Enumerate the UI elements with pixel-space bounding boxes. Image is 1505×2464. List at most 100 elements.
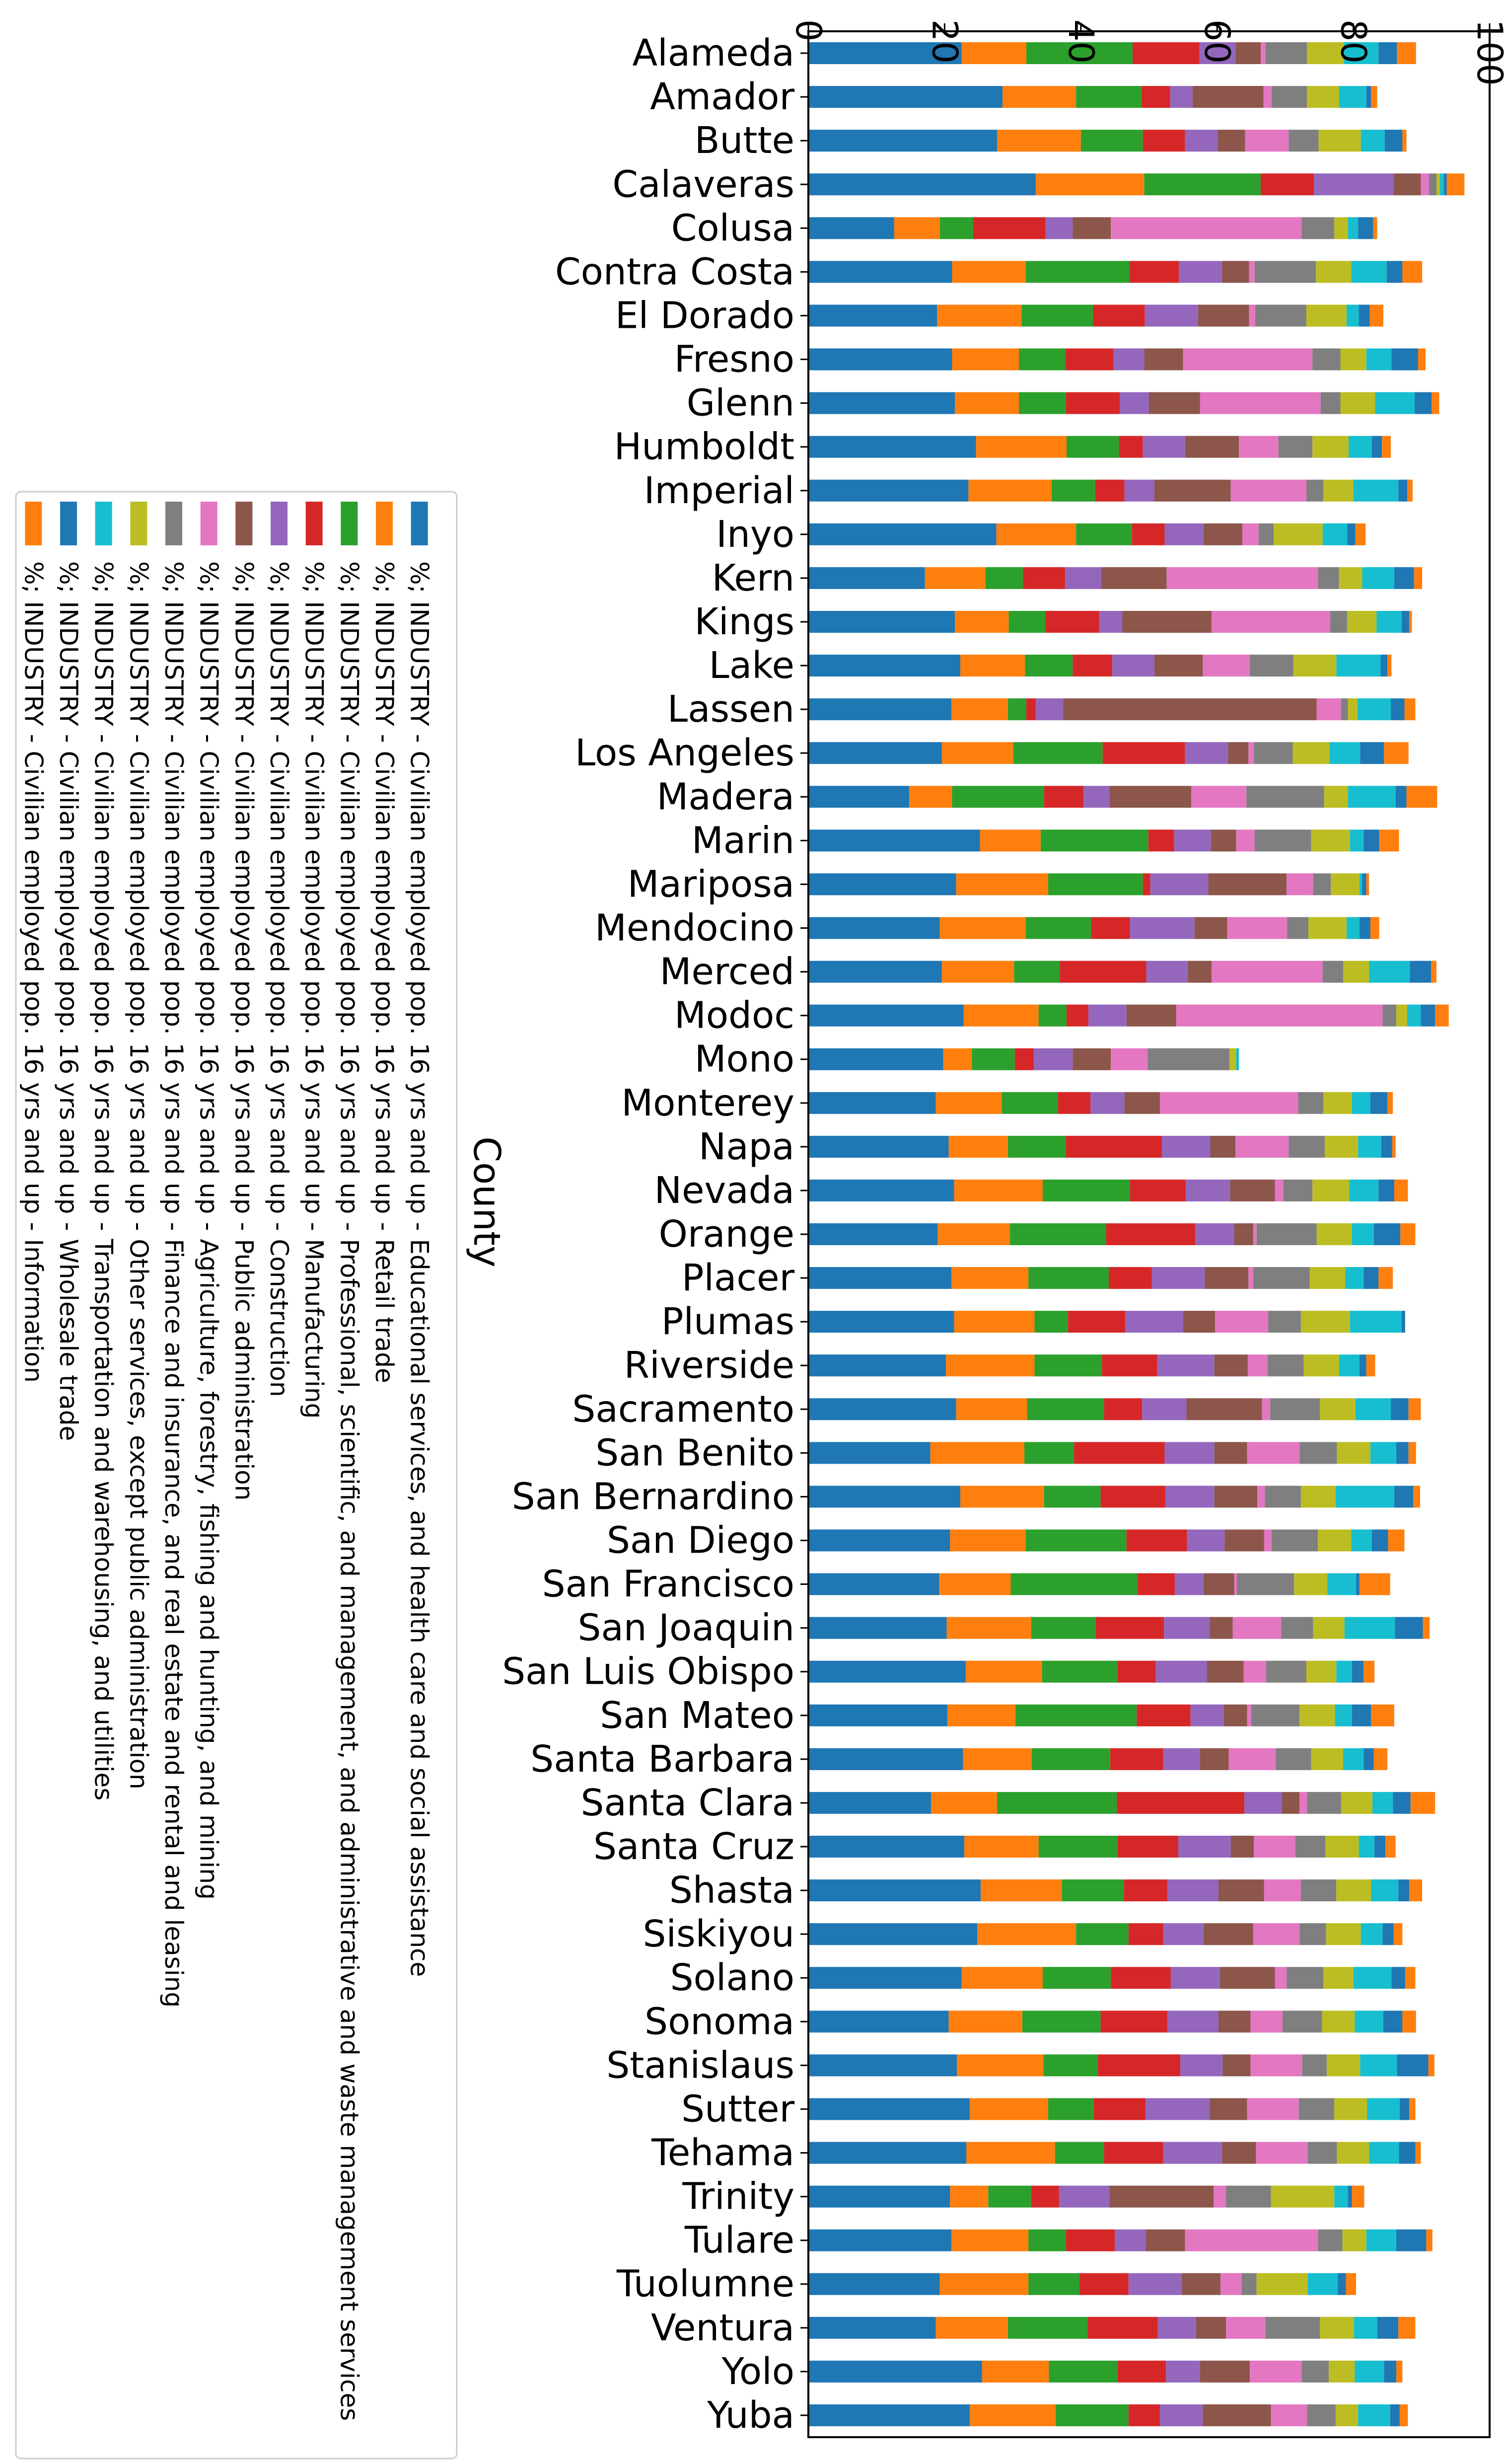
- bar-segment: [1208, 873, 1287, 896]
- bar-segment: [961, 1967, 1043, 1989]
- bar-segment: [1024, 1442, 1075, 1464]
- bar-segment: [1307, 86, 1339, 108]
- bar-segment: [1104, 2142, 1163, 2164]
- bar-segment: [1185, 130, 1218, 152]
- bar-segment: [1040, 829, 1148, 852]
- bar-segment: [1268, 1311, 1301, 1333]
- bar-segment: [1230, 1179, 1275, 1201]
- bar-segment: [1402, 1311, 1405, 1333]
- bar-segment: [1336, 655, 1381, 677]
- bar-segment: [808, 2185, 950, 2208]
- bar-segment: [1124, 1879, 1168, 1902]
- bar-segment: [1398, 1879, 1410, 1902]
- bar-segment: [1007, 698, 1027, 721]
- bar-segment: [1218, 130, 1245, 152]
- value-tick-label: 80: [1333, 19, 1374, 64]
- bar-segment: [943, 1048, 972, 1070]
- bar-segment: [1362, 873, 1366, 896]
- bar-segment: [960, 1486, 1044, 1508]
- bar-segment: [1143, 130, 1185, 152]
- bar-segment: [808, 1704, 947, 1726]
- bar-segment: [1414, 567, 1423, 589]
- bar-segment: [1214, 1486, 1258, 1508]
- bar-segment: [1111, 1048, 1148, 1070]
- bar-segment: [1247, 1442, 1300, 1464]
- bar-segment: [1423, 1617, 1430, 1639]
- bar-segment: [948, 1135, 1008, 1158]
- bar-segment: [1340, 392, 1375, 414]
- bar-segment: [1236, 1048, 1239, 1070]
- bar-segment: [909, 786, 952, 808]
- bar-segment: [1396, 2229, 1427, 2251]
- bar-segment: [1034, 1354, 1102, 1377]
- bar-segment: [1076, 1923, 1129, 1945]
- bar-segment: [1366, 2229, 1397, 2251]
- bar-segment: [1157, 2316, 1196, 2339]
- legend-label: %; INDUSTRY - Civilian employed pop. 16 …: [89, 561, 118, 1800]
- bar-segment: [1287, 873, 1313, 896]
- bar-segment: [1408, 1442, 1416, 1464]
- legend-swatch: [341, 502, 358, 545]
- bar-segment: [1274, 523, 1323, 545]
- bar-segment: [1249, 304, 1256, 327]
- bar-segment: [1316, 698, 1341, 721]
- bar-segment: [1159, 1092, 1298, 1114]
- bar-segment: [1432, 392, 1439, 414]
- bar-segment: [1371, 436, 1382, 458]
- bar-segment: [1066, 436, 1119, 458]
- legend-label: %; INDUSTRY - Civilian employed pop. 16 …: [335, 561, 363, 2421]
- bar-segment: [808, 42, 962, 65]
- bar-segment: [1036, 698, 1064, 721]
- bar-segment: [1181, 2273, 1221, 2295]
- bar-segment: [808, 2142, 967, 2164]
- bar-segment: [1275, 1967, 1287, 1989]
- bar-segment: [1179, 261, 1222, 283]
- bar-segment: [1066, 1135, 1162, 1158]
- bar-segment: [1162, 1135, 1211, 1158]
- legend-label: %; INDUSTRY - Civilian employed pop. 16 …: [300, 561, 329, 1419]
- bar-segment: [997, 1792, 1117, 1814]
- bar-segment: [1384, 130, 1403, 152]
- bar-segment: [951, 698, 1008, 721]
- bar-segment: [1055, 2142, 1104, 2164]
- bar-segment: [1014, 1048, 1034, 1070]
- bar-segment: [952, 786, 1044, 808]
- bar-segment: [1254, 829, 1311, 852]
- bar-segment: [1308, 917, 1347, 939]
- bar-segment: [808, 2098, 970, 2120]
- bar-segment: [970, 2404, 1056, 2426]
- bar-segment: [1322, 523, 1348, 545]
- bar-segment: [1137, 1573, 1175, 1595]
- legend-label: %; INDUSTRY - Civilian employed pop. 16 …: [405, 561, 434, 1977]
- bar-segment: [1185, 436, 1239, 458]
- bar-segment: [1214, 1442, 1247, 1464]
- bar-segment: [808, 1179, 954, 1201]
- bar-segment: [1276, 1748, 1311, 1770]
- bar-segment: [1155, 1660, 1207, 1683]
- bar-segment: [808, 1967, 962, 1989]
- bar-segment: [1382, 1004, 1397, 1027]
- bar-segment: [1369, 2142, 1399, 2164]
- bar-segment: [1248, 742, 1254, 764]
- bar-segment: [1402, 610, 1410, 633]
- bar-segment: [1359, 873, 1362, 896]
- bar-segment: [1352, 2185, 1364, 2208]
- bar-segment: [1327, 2054, 1361, 2077]
- bar-segment: [808, 1354, 946, 1377]
- category-label: Stanislaus: [606, 2044, 794, 2087]
- category-label: Solano: [670, 1956, 794, 1999]
- bar-segment: [1256, 2142, 1308, 2164]
- bar-segment: [808, 1004, 964, 1027]
- bar-segment: [1031, 1617, 1096, 1639]
- category-label: Placer: [682, 1257, 795, 1299]
- bar-segment: [1397, 42, 1416, 65]
- plot-area: 0 20 40 60 80 100AlamedaAmadorButteCalaverasC…: [502, 19, 1505, 2438]
- bar-segment: [1112, 655, 1154, 677]
- bar-segment: [1311, 829, 1350, 852]
- bar-segment: [1307, 2404, 1336, 2426]
- bar-segment: [1287, 1967, 1324, 1989]
- bar-segment: [1165, 1486, 1215, 1508]
- bar-segment: [808, 1442, 931, 1464]
- bar-segment: [1329, 2360, 1355, 2383]
- bar-segment: [808, 1092, 936, 1114]
